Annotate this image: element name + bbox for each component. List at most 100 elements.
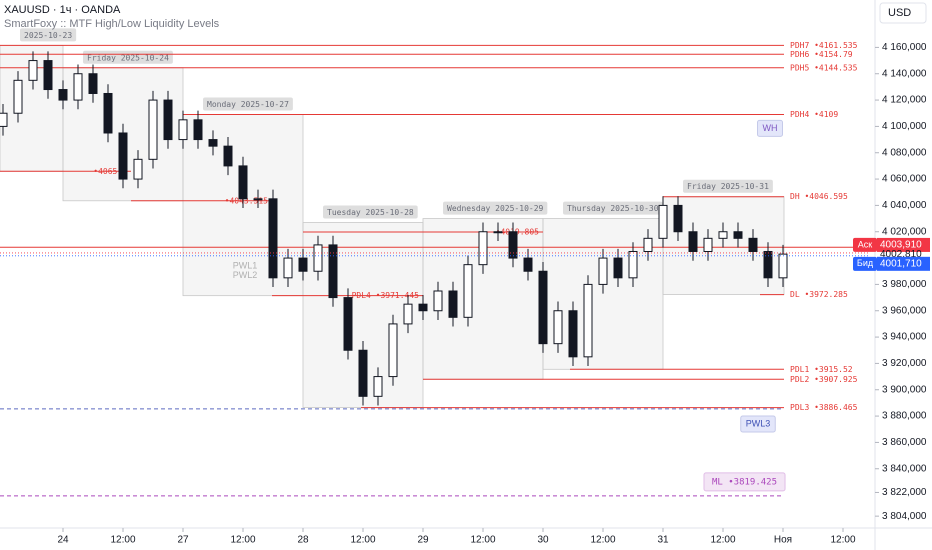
- candle-body: [748, 237, 758, 252]
- y-tick-label: 3 880,000: [882, 411, 927, 422]
- x-tick-label: 12:00: [710, 535, 735, 546]
- candle-body: [688, 231, 698, 252]
- y-tick-label: 3 804,000: [882, 511, 927, 522]
- chart-title: XAUUSD · 1ч · OANDA: [4, 4, 121, 16]
- candle-body: [568, 310, 578, 358]
- candle-body: [403, 303, 413, 325]
- tag-label: PWL3: [746, 418, 771, 428]
- x-tick-label: 12:00: [830, 535, 855, 546]
- candle-body: [508, 231, 518, 259]
- candle-body: [628, 250, 638, 279]
- x-tick-label: 12:00: [110, 535, 135, 546]
- level-label: PDH6 •4154.79: [790, 50, 853, 59]
- y-tick-label: 3 860,000: [882, 437, 927, 448]
- x-tick-label: Ноя: [774, 535, 792, 546]
- candle-body: [343, 297, 353, 351]
- y-tick-label: 3 940,000: [882, 332, 927, 343]
- price-tag-value: 4002,810: [880, 249, 922, 260]
- candle-body: [718, 231, 728, 239]
- y-tick-label: 4 100,000: [882, 121, 927, 132]
- candle-body: [448, 290, 458, 318]
- level-label: PDH4 •4109: [790, 110, 838, 119]
- candle-body: [643, 237, 653, 252]
- price-tag-value: 4003,910: [880, 240, 922, 251]
- x-tick-label: 12:00: [470, 535, 495, 546]
- candle-body: [673, 204, 683, 233]
- level-label: •4065.9: [93, 167, 127, 176]
- level-label: PDL1 •3915.52: [790, 365, 853, 374]
- candle-body: [433, 290, 443, 312]
- candle-body: [598, 257, 608, 285]
- day-label: 2025-10-23: [24, 31, 72, 40]
- plot: 2025-10-23 Friday 2025-10-24 Monday 2025-1…: [0, 28, 870, 497]
- x-tick-label: 12:00: [230, 535, 255, 546]
- y-tick-label: 4 160,000: [882, 42, 927, 53]
- day-label: Wednesday 2025-10-29: [447, 204, 544, 213]
- y-tick-label: 4 140,000: [882, 68, 927, 79]
- x-tick-label: 12:00: [590, 535, 615, 546]
- x-tick-label: 29: [417, 535, 429, 546]
- x-tick-label: 12:00: [350, 535, 375, 546]
- level-label: PDH5 •4144.535: [790, 63, 858, 72]
- tag-label: PWL1: [233, 260, 258, 270]
- level-label: DH •4046.595: [790, 192, 848, 201]
- price-tag-box: [877, 237, 930, 252]
- candle-body: [733, 231, 743, 239]
- level-label: PDH7 •4161.535: [790, 41, 858, 50]
- day-label-box: [323, 205, 418, 219]
- y-tick-label: 4 040,000: [882, 200, 927, 211]
- price-tag-box: [877, 256, 930, 271]
- day-label: Tuesday 2025-10-28: [327, 208, 414, 217]
- candle-body: [103, 92, 113, 134]
- candle-body: [418, 303, 428, 312]
- day-label-box: [443, 201, 548, 215]
- candle-body: [73, 73, 83, 101]
- candle-body: [238, 165, 248, 200]
- candle-body: [763, 250, 773, 279]
- level-label: PDL2 •3907.925: [790, 375, 858, 384]
- candle-body: [223, 145, 233, 167]
- y-tick-label: 3 840,000: [882, 463, 927, 474]
- candle-body: [493, 231, 503, 234]
- day-label: Friday 2025-10-31: [687, 182, 769, 191]
- y-tick-label: 3 980,000: [882, 279, 927, 290]
- tag-box: [757, 119, 783, 137]
- candle-body: [13, 79, 23, 114]
- candle-body: [373, 376, 383, 397]
- candle-body: [133, 158, 143, 180]
- day-label-box: [20, 28, 77, 42]
- y-tick-label: 4 060,000: [882, 174, 927, 185]
- y-tick-label: 3 920,000: [882, 358, 927, 369]
- candle-body: [163, 99, 173, 141]
- candle-body: [283, 257, 293, 279]
- x-tick-label: 30: [537, 535, 549, 546]
- currency-label[interactable]: USD: [888, 7, 911, 19]
- currency-button[interactable]: [879, 2, 927, 24]
- day-label: Thursday 2025-10-30: [567, 204, 659, 213]
- level-label: PDL4 •3971.445: [352, 291, 420, 300]
- level-label: PDL3 •3886.465: [790, 403, 858, 412]
- y-tick-label: 4 080,000: [882, 147, 927, 158]
- price-tag-name-box: [853, 237, 877, 252]
- x-tick-label: 31: [657, 535, 669, 546]
- candle-body: [313, 244, 323, 272]
- level-label: •4043.515: [225, 196, 269, 205]
- dashed-level-label-box: [703, 472, 786, 492]
- price-tag-name: Бид: [857, 258, 874, 268]
- candle-body: [358, 349, 368, 397]
- candle-body: [703, 237, 713, 252]
- candle-body: [553, 310, 563, 345]
- price-tag-value: 4001,710: [880, 258, 922, 269]
- y-tick-label: 3 960,000: [882, 305, 927, 316]
- day-label-box: [563, 201, 663, 215]
- candle-body: [88, 73, 98, 94]
- y-tick-label: 4 020,000: [882, 226, 927, 237]
- candle-body: [463, 264, 473, 318]
- candle-body: [658, 204, 668, 239]
- level-label: DL •3972.285: [790, 290, 848, 299]
- candle-body: [208, 139, 218, 147]
- candle-body: [478, 231, 488, 266]
- candle-body: [253, 198, 263, 201]
- day-label: Monday 2025-10-27: [207, 100, 289, 109]
- candle-body: [268, 198, 278, 279]
